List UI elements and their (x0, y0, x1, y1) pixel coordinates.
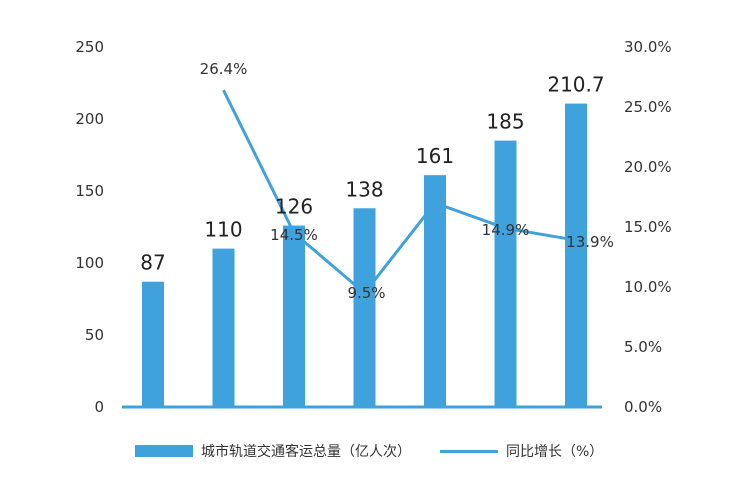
left-axis-ticks: 0 50 100 150 200 250 (75, 38, 104, 416)
line-value-label: 14.9% (482, 221, 530, 239)
left-tick-label: 100 (75, 254, 104, 272)
right-tick-label: 0.0% (624, 398, 662, 416)
bar-value-label: 185 (486, 110, 524, 134)
bar-value-label: 110 (204, 218, 242, 242)
bar (283, 225, 305, 407)
bar-value-label: 138 (345, 177, 383, 201)
bar (565, 103, 587, 407)
left-tick-label: 0 (94, 398, 104, 416)
bar-value-label: 210.7 (547, 73, 604, 97)
legend-bar-swatch (135, 445, 193, 457)
bar-series (142, 103, 587, 407)
bar-value-label: 126 (275, 195, 313, 219)
line-value-label: 13.9% (566, 233, 614, 251)
right-tick-label: 10.0% (624, 278, 672, 296)
bar (494, 140, 517, 407)
right-tick-label: 20.0% (624, 158, 672, 176)
line-value-labels: 26.4% 14.5% 9.5% 14.9% 13.9% (200, 60, 614, 302)
right-tick-label: 5.0% (624, 338, 662, 356)
legend-line-label: 同比增长（%） (506, 444, 604, 460)
legend-bar-label: 城市轨道交通客运总量（亿人次） (201, 444, 411, 460)
bar (142, 281, 164, 407)
bar (212, 248, 235, 407)
line-value-label: 26.4% (200, 60, 248, 78)
bar (353, 208, 376, 407)
legend-item-line: 同比增长（%） (440, 440, 603, 462)
left-tick-label: 250 (75, 38, 104, 56)
left-tick-label: 50 (85, 326, 104, 344)
legend-line-swatch (440, 449, 498, 453)
growth-line (222, 89, 577, 295)
right-axis-ticks: 0.0% 5.0% 10.0% 15.0% 20.0% 25.0% 30.0% (624, 38, 672, 416)
right-tick-label: 25.0% (624, 98, 672, 116)
bar-value-labels: 87 110 126 138 161 185 210.7 (140, 73, 604, 275)
left-tick-label: 200 (75, 110, 104, 128)
bar-value-label: 161 (416, 144, 454, 168)
line-series (222, 89, 577, 295)
legend-item-bar: 城市轨道交通客运总量（亿人次） (135, 440, 411, 462)
bar-value-label: 87 (140, 251, 165, 275)
right-tick-label: 30.0% (624, 38, 672, 56)
bar (424, 175, 446, 407)
right-tick-label: 15.0% (624, 218, 672, 236)
legend: 城市轨道交通客运总量（亿人次） 同比增长（%） (0, 440, 750, 462)
left-tick-label: 150 (75, 182, 104, 200)
line-value-label: 9.5% (347, 284, 385, 302)
line-value-label: 14.5% (270, 226, 318, 244)
